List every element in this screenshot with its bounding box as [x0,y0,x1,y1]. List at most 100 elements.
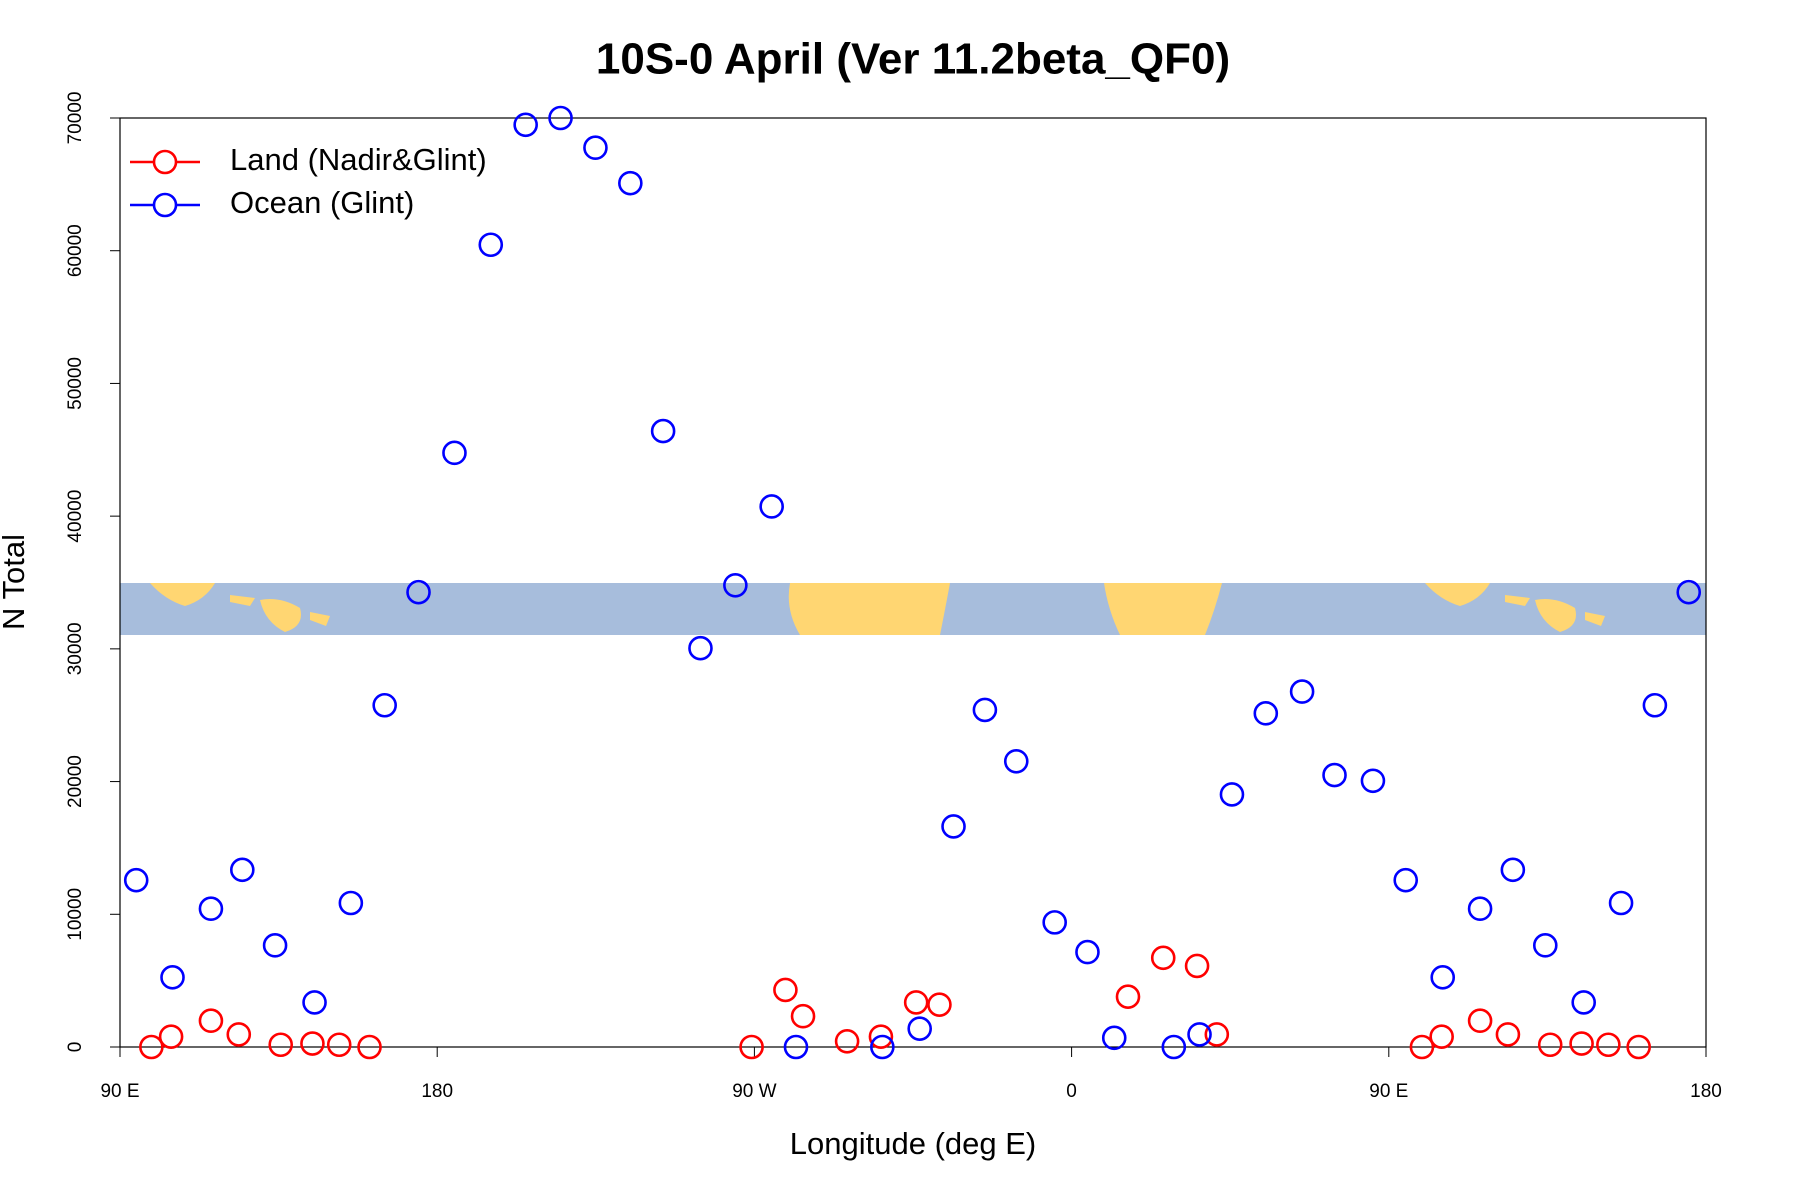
x-tick-label: 0 [1066,1081,1077,1102]
x-tick-label: 90 W [732,1081,776,1102]
map-land [150,583,330,632]
point [739,1034,764,1060]
point [1360,768,1386,794]
point [618,170,643,196]
point [160,965,185,990]
point [139,1034,164,1060]
point [226,1022,252,1047]
point [442,440,467,466]
point [406,579,431,605]
point [1569,1031,1594,1056]
plot-frame [119,117,1707,1048]
point [1500,857,1526,883]
legend-marker [152,192,178,218]
point [1150,945,1176,971]
point [1467,896,1493,922]
map-strip [120,583,1706,635]
point [583,135,608,161]
point [1429,1024,1454,1049]
point [1075,939,1100,965]
map-land [1104,583,1222,635]
point [478,232,504,258]
y-axis-label: N Total [0,534,31,630]
point [1495,1022,1521,1047]
point [1393,867,1419,893]
point [759,494,784,519]
point [123,867,149,893]
x-tick-label: 180 [421,1081,453,1102]
point [1642,692,1668,718]
point [1115,984,1141,1010]
point [1204,1022,1230,1047]
point [357,1034,382,1060]
point [773,977,798,1003]
point [1003,748,1029,774]
point [1409,1034,1435,1060]
point [229,857,255,883]
point [372,692,397,718]
map-land [788,583,950,635]
point [1322,762,1347,788]
point [513,112,538,138]
point [723,572,748,598]
legend-marker [152,149,178,175]
point [1571,990,1597,1015]
y-tick-label: 40000 [65,490,86,543]
point [262,933,288,958]
point [548,105,573,131]
x-axis-label: Longitude (deg E) [790,1126,1036,1161]
point [268,1032,294,1058]
point [790,1003,816,1029]
legend-label: Ocean (Glint) [230,185,414,220]
point [1676,579,1702,605]
point [1430,965,1456,990]
point [927,992,952,1017]
point [870,1034,895,1060]
chart-title: 10S-0 April (Ver 11.2beta_QF0) [596,35,1230,84]
point [907,1016,932,1041]
point [868,1024,894,1049]
point [941,814,966,839]
y-tick-label: 20000 [65,755,86,808]
point [650,418,676,444]
legend-label: Land (Nadir&Glint) [230,142,487,177]
point [834,1028,860,1054]
point [300,1031,325,1056]
map-land [1425,583,1605,632]
point [1253,701,1279,726]
point [1537,1032,1563,1058]
point [1532,933,1558,958]
point [1626,1034,1651,1060]
point [1467,1008,1493,1034]
y-tick-label: 0 [65,1042,86,1053]
point [1289,679,1315,704]
y-tick-label: 50000 [65,357,86,410]
x-tick-label: 90 E [100,1081,139,1102]
y-tick-label: 70000 [65,92,86,145]
point [198,1008,224,1034]
point [1042,910,1067,935]
point [338,890,364,916]
point [198,896,224,922]
point [1596,1032,1621,1058]
point [1184,953,1210,979]
point [972,697,998,723]
point [302,990,327,1015]
x-tick-label: 90 E [1369,1081,1408,1102]
point [688,635,713,661]
y-tick-label: 30000 [65,622,86,675]
point [1161,1034,1187,1060]
point [158,1024,184,1049]
point [783,1034,809,1060]
y-tick-label: 60000 [65,224,86,277]
y-tick-label: 10000 [65,888,86,941]
point [1187,1022,1212,1047]
point [1219,782,1245,807]
x-tick-label: 180 [1690,1081,1722,1102]
point [1608,890,1634,916]
point [326,1032,352,1058]
point [903,990,929,1015]
point [1101,1025,1127,1051]
